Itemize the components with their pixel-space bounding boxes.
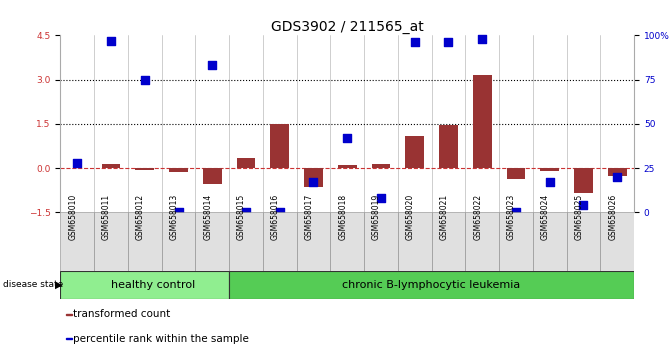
Text: healthy control: healthy control: [111, 280, 195, 290]
Bar: [601, 212, 634, 271]
Bar: [405, 136, 424, 168]
Bar: [466, 212, 499, 271]
Point: [443, 40, 454, 45]
Point: [274, 210, 285, 215]
Bar: [270, 124, 289, 168]
Text: GSM658021: GSM658021: [440, 194, 448, 240]
Title: GDS3902 / 211565_at: GDS3902 / 211565_at: [271, 21, 423, 34]
Bar: [533, 212, 566, 271]
Bar: [162, 212, 195, 271]
Point: [308, 179, 319, 185]
Text: GSM658024: GSM658024: [541, 194, 550, 240]
Bar: [473, 75, 492, 168]
Text: GSM658020: GSM658020: [406, 194, 415, 240]
Bar: [66, 338, 72, 339]
Text: GSM658026: GSM658026: [608, 194, 617, 240]
Text: GSM658012: GSM658012: [136, 194, 145, 240]
Text: GSM658018: GSM658018: [338, 194, 348, 240]
Bar: [60, 212, 94, 271]
Text: chronic B-lymphocytic leukemia: chronic B-lymphocytic leukemia: [342, 280, 521, 290]
Bar: [372, 164, 391, 168]
Bar: [297, 212, 330, 271]
Text: disease state: disease state: [3, 280, 64, 290]
Text: GSM658022: GSM658022: [473, 194, 482, 240]
Point: [544, 179, 555, 185]
Point: [477, 36, 488, 42]
Text: GSM658016: GSM658016: [270, 194, 280, 240]
Point: [612, 174, 623, 180]
Point: [241, 210, 252, 215]
Bar: [566, 212, 601, 271]
Bar: [364, 212, 398, 271]
Bar: [304, 168, 323, 187]
Bar: [398, 212, 431, 271]
Text: percentile rank within the sample: percentile rank within the sample: [73, 333, 249, 344]
Bar: [338, 165, 356, 168]
Bar: [608, 168, 627, 176]
Point: [173, 210, 184, 215]
Bar: [507, 168, 525, 179]
Bar: [229, 271, 634, 299]
Bar: [169, 168, 188, 172]
Bar: [66, 314, 72, 315]
Point: [72, 160, 83, 166]
Text: transformed count: transformed count: [73, 309, 170, 320]
Text: GSM658011: GSM658011: [102, 194, 111, 240]
Text: GSM658010: GSM658010: [68, 194, 77, 240]
Point: [376, 195, 386, 201]
Bar: [128, 212, 162, 271]
Point: [578, 202, 589, 208]
Text: GSM658025: GSM658025: [574, 194, 584, 240]
Point: [105, 38, 116, 44]
Bar: [94, 212, 128, 271]
Bar: [431, 212, 466, 271]
Bar: [203, 168, 221, 184]
Text: GSM658017: GSM658017: [305, 194, 313, 240]
Bar: [237, 158, 255, 168]
Bar: [136, 168, 154, 170]
Bar: [229, 212, 263, 271]
Text: ▶: ▶: [55, 280, 62, 290]
Bar: [263, 212, 297, 271]
Point: [409, 40, 420, 45]
Text: GSM658019: GSM658019: [372, 194, 381, 240]
Point: [207, 63, 217, 68]
Bar: [195, 212, 229, 271]
Bar: [60, 271, 229, 299]
Text: GSM658015: GSM658015: [237, 194, 246, 240]
Bar: [540, 168, 559, 171]
Text: GSM658023: GSM658023: [507, 194, 516, 240]
Bar: [102, 164, 120, 168]
Point: [140, 77, 150, 82]
Bar: [330, 212, 364, 271]
Bar: [440, 125, 458, 168]
Text: GSM658013: GSM658013: [170, 194, 178, 240]
Bar: [574, 168, 592, 193]
Point: [342, 135, 353, 141]
Text: GSM658014: GSM658014: [203, 194, 212, 240]
Point: [511, 210, 521, 215]
Bar: [499, 212, 533, 271]
